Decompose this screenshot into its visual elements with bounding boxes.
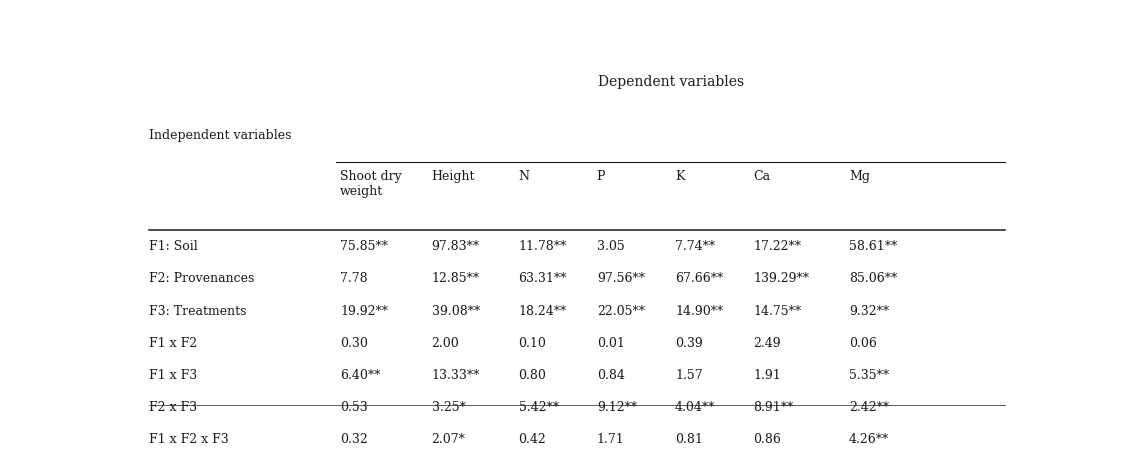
- Text: P: P: [597, 169, 605, 182]
- Text: 3.25*: 3.25*: [432, 400, 466, 413]
- Text: 3.05: 3.05: [597, 240, 625, 253]
- Text: 13.33**: 13.33**: [432, 368, 480, 381]
- Text: 85.06**: 85.06**: [849, 272, 898, 285]
- Text: 63.31**: 63.31**: [518, 272, 567, 285]
- Text: Independent variables: Independent variables: [149, 129, 292, 142]
- Text: 0.10: 0.10: [518, 336, 546, 349]
- Text: F2: Provenances: F2: Provenances: [149, 272, 255, 285]
- Text: 8.91**: 8.91**: [753, 400, 793, 413]
- Text: 17.22**: 17.22**: [753, 240, 801, 253]
- Text: 0.30: 0.30: [340, 336, 368, 349]
- Text: Dependent variables: Dependent variables: [598, 75, 744, 89]
- Text: 75.85**: 75.85**: [340, 240, 388, 253]
- Text: 39.08**: 39.08**: [432, 304, 480, 317]
- Text: Mg: Mg: [849, 169, 870, 182]
- Text: 22.05**: 22.05**: [597, 304, 645, 317]
- Text: 11.78**: 11.78**: [518, 240, 567, 253]
- Text: F1 x F2 x F3: F1 x F2 x F3: [149, 432, 229, 445]
- Text: Shoot dry
weight: Shoot dry weight: [340, 169, 402, 198]
- Text: 97.56**: 97.56**: [597, 272, 645, 285]
- Text: 18.24**: 18.24**: [518, 304, 567, 317]
- Text: 4.04**: 4.04**: [675, 400, 716, 413]
- Text: 14.90**: 14.90**: [675, 304, 724, 317]
- Text: 7.74**: 7.74**: [675, 240, 715, 253]
- Text: 2.49: 2.49: [753, 336, 781, 349]
- Text: 0.81: 0.81: [675, 432, 702, 445]
- Text: 9.12**: 9.12**: [597, 400, 637, 413]
- Text: 4.26**: 4.26**: [849, 432, 889, 445]
- Text: F2 x F3: F2 x F3: [149, 400, 197, 413]
- Text: 67.66**: 67.66**: [675, 272, 724, 285]
- Text: 1.91: 1.91: [753, 368, 781, 381]
- Text: 2.00: 2.00: [432, 336, 459, 349]
- Text: Ca: Ca: [753, 169, 771, 182]
- Text: F1: Soil: F1: Soil: [149, 240, 197, 253]
- Text: 9.32**: 9.32**: [849, 304, 889, 317]
- Text: 0.32: 0.32: [340, 432, 368, 445]
- Text: N: N: [518, 169, 530, 182]
- Text: 1.57: 1.57: [675, 368, 702, 381]
- Text: 0.86: 0.86: [753, 432, 781, 445]
- Text: K: K: [675, 169, 684, 182]
- Text: F3: Treatments: F3: Treatments: [149, 304, 247, 317]
- Text: 2.42**: 2.42**: [849, 400, 889, 413]
- Text: 0.80: 0.80: [518, 368, 546, 381]
- Text: 139.29**: 139.29**: [753, 272, 809, 285]
- Text: 1.71: 1.71: [597, 432, 625, 445]
- Text: 97.83**: 97.83**: [432, 240, 480, 253]
- Text: 0.42: 0.42: [518, 432, 546, 445]
- Text: 5.42**: 5.42**: [518, 400, 559, 413]
- Text: 7.78: 7.78: [340, 272, 368, 285]
- Text: 0.84: 0.84: [597, 368, 625, 381]
- Text: 14.75**: 14.75**: [753, 304, 801, 317]
- Text: 58.61**: 58.61**: [849, 240, 898, 253]
- Text: 0.01: 0.01: [597, 336, 625, 349]
- Text: 0.53: 0.53: [340, 400, 368, 413]
- Text: F1 x F3: F1 x F3: [149, 368, 197, 381]
- Text: 0.39: 0.39: [675, 336, 702, 349]
- Text: 0.06: 0.06: [849, 336, 876, 349]
- Text: 5.35**: 5.35**: [849, 368, 889, 381]
- Text: F1 x F2: F1 x F2: [149, 336, 197, 349]
- Text: 2.07*: 2.07*: [432, 432, 466, 445]
- Text: 19.92**: 19.92**: [340, 304, 388, 317]
- Text: Height: Height: [432, 169, 475, 182]
- Text: 12.85**: 12.85**: [432, 272, 480, 285]
- Text: 6.40**: 6.40**: [340, 368, 380, 381]
